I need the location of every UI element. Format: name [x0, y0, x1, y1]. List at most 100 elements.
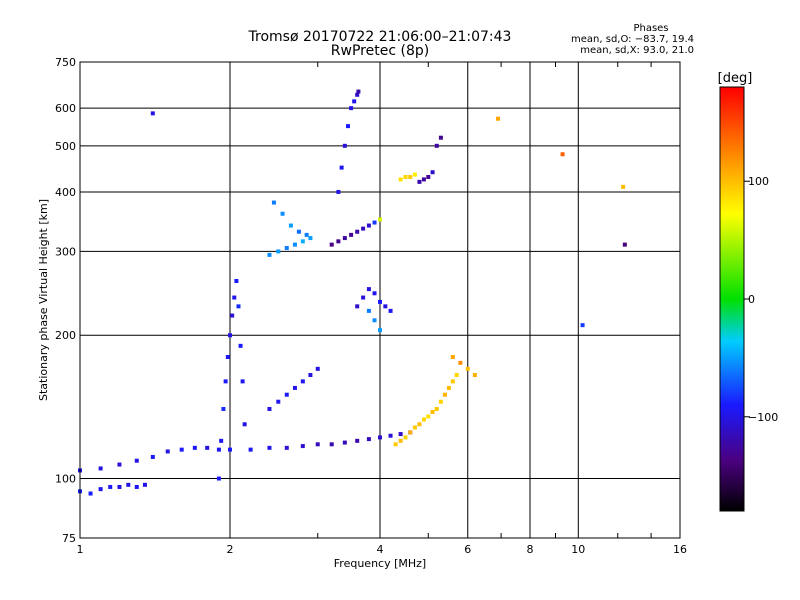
data-point	[329, 242, 334, 247]
y-tick-label: 75	[62, 532, 76, 545]
data-point	[356, 89, 361, 94]
data-point	[300, 239, 305, 244]
data-point	[304, 232, 309, 237]
data-point	[230, 313, 235, 318]
data-point	[284, 246, 289, 251]
data-point	[434, 406, 439, 411]
data-point	[336, 239, 341, 244]
data-point	[388, 308, 393, 313]
data-point	[430, 170, 435, 175]
y-axis-label: Stationary phase Virtual Height [km]	[37, 199, 50, 401]
data-point	[403, 174, 408, 179]
data-point	[342, 440, 347, 445]
data-point	[355, 92, 360, 97]
data-point	[393, 442, 398, 447]
data-point	[242, 422, 247, 427]
data-point	[403, 435, 408, 440]
data-point	[280, 211, 285, 216]
data-point	[355, 304, 360, 309]
plot-title-line1: Tromsø 20170722 21:06:00–21:07:43	[248, 29, 512, 45]
data-point	[398, 432, 403, 437]
data-point	[205, 445, 210, 450]
data-point	[228, 447, 232, 452]
data-point	[366, 287, 371, 292]
data-point	[426, 414, 431, 419]
y-tick-label: 750	[55, 56, 76, 69]
colorbar-tick-label: 0	[748, 293, 755, 306]
data-point	[300, 444, 305, 449]
x-tick-label: 1	[77, 543, 84, 556]
data-point	[458, 360, 463, 365]
data-point	[219, 438, 224, 443]
data-point	[355, 229, 360, 234]
data-point	[134, 484, 139, 489]
data-point	[349, 232, 354, 237]
data-point	[372, 291, 377, 296]
data-point	[221, 406, 226, 411]
x-axis-label: Frequency [MHz]	[334, 557, 426, 570]
data-point	[442, 392, 447, 397]
colorbar-tick-label: 100	[748, 175, 769, 188]
data-point	[355, 438, 360, 443]
data-point	[361, 295, 366, 300]
data-point	[225, 355, 230, 360]
data-point	[336, 189, 341, 194]
data-point	[267, 252, 272, 257]
data-point	[342, 236, 347, 241]
data-point	[98, 466, 103, 471]
data-point	[308, 373, 313, 378]
data-point	[236, 304, 241, 309]
x-tick-label: 6	[464, 543, 471, 556]
data-point	[117, 462, 122, 467]
data-point	[366, 437, 371, 442]
data-point	[192, 445, 197, 450]
x-tick-label: 10	[571, 543, 585, 556]
data-point	[134, 458, 139, 463]
data-point	[228, 333, 232, 338]
data-point	[240, 379, 245, 384]
data-point	[292, 242, 297, 247]
data-point	[388, 433, 393, 438]
data-point	[378, 217, 382, 222]
data-point	[117, 484, 122, 489]
data-point	[329, 442, 334, 447]
data-point	[142, 482, 147, 487]
y-tick-label: 400	[55, 186, 76, 199]
grid-lines	[80, 62, 680, 538]
data-point	[234, 279, 239, 284]
data-point	[426, 174, 431, 179]
data-point	[288, 223, 293, 228]
y-tick-label: 200	[55, 329, 76, 342]
data-point	[621, 184, 626, 189]
data-point	[580, 323, 585, 328]
data-point	[366, 308, 371, 313]
data-point	[150, 454, 155, 459]
data-point	[308, 236, 313, 241]
data-point	[276, 399, 281, 404]
data-point	[421, 417, 426, 422]
data-point	[421, 177, 426, 182]
data-point	[300, 379, 305, 384]
data-point	[238, 343, 243, 348]
data-point	[430, 409, 435, 414]
data-point	[276, 249, 281, 254]
data-point	[296, 229, 301, 234]
data-point	[408, 174, 413, 179]
data-point	[622, 242, 627, 247]
data-point	[315, 442, 320, 447]
phases-x-stats: mean, sd,X: 93.0, 21.0	[580, 45, 694, 56]
data-point	[495, 116, 500, 121]
data-point	[342, 143, 347, 148]
data-point	[284, 392, 289, 397]
y-tick-label: 500	[55, 140, 76, 153]
data-point	[450, 355, 455, 360]
data-point	[408, 430, 413, 435]
data-point	[372, 318, 377, 323]
colorbar	[719, 86, 745, 512]
data-point	[216, 447, 221, 452]
data-point	[98, 487, 103, 492]
data-point	[232, 295, 237, 300]
y-axis-ticks: 75 100 200 300 400 500 600 750	[55, 56, 76, 545]
plot-area-frame	[79, 61, 681, 539]
